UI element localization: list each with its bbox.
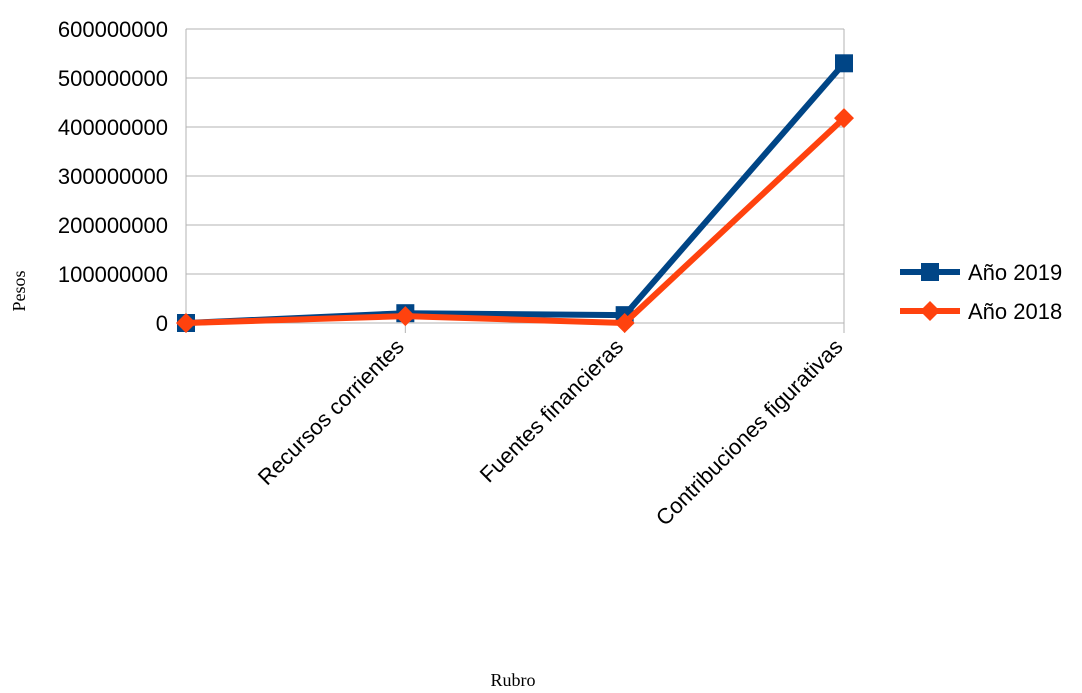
data-point — [835, 54, 853, 73]
data-point — [920, 301, 940, 321]
x-axis: Recursos corrientes Fuentes financieras Co… — [185, 323, 848, 531]
x-tick-label: Fuentes financieras — [475, 334, 628, 487]
y-tick-label: 400000000 — [58, 115, 168, 140]
data-point — [834, 108, 854, 129]
data-point — [921, 263, 939, 281]
y-tick-label: 100000000 — [58, 262, 168, 287]
y-axis-ticks: 0 100000000 200000000 300000000 400000000 500… — [58, 17, 168, 336]
legend-label: Año 2018 — [968, 299, 1062, 324]
y-axis-title: Pesos — [9, 270, 29, 311]
legend: Año 2019 Año 2018 — [900, 260, 1062, 324]
x-axis-title: Rubro — [491, 670, 536, 690]
series-line — [185, 61, 847, 326]
grid — [185, 28, 845, 324]
data-point — [395, 306, 416, 327]
y-tick-label: 300000000 — [58, 164, 168, 189]
y-tick-label: 0 — [156, 311, 168, 336]
y-tick-label: 600000000 — [58, 17, 168, 42]
y-tick-label: 200000000 — [58, 213, 168, 238]
x-tick-label: Recursos corrientes — [253, 334, 409, 490]
series-line — [185, 115, 847, 326]
data-point — [176, 313, 196, 333]
series-lines — [176, 54, 854, 333]
x-tick-label: Contribuciones figurativas — [651, 334, 848, 531]
y-tick-label: 500000000 — [58, 66, 168, 91]
data-point — [614, 313, 635, 333]
legend-label: Año 2019 — [968, 260, 1062, 285]
